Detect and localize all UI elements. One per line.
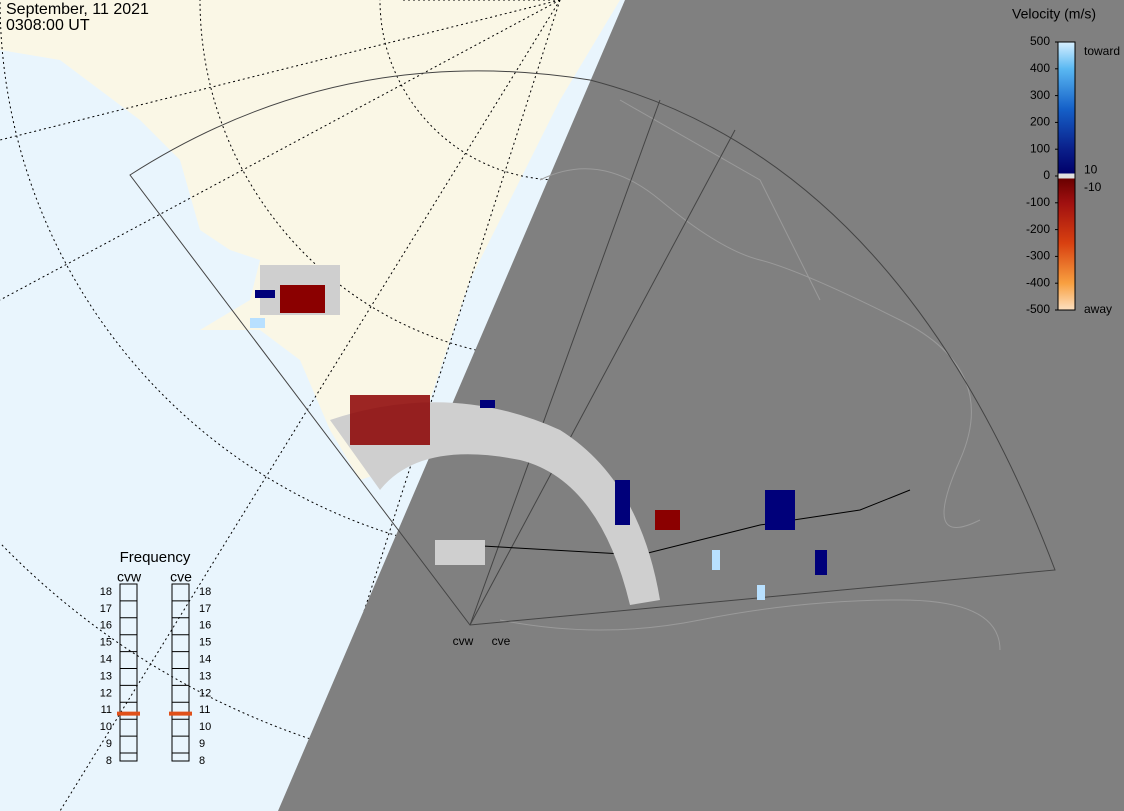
frequency-tick-label: 18 [100,586,112,598]
velocity-tick-label: -400 [1026,275,1050,289]
frequency-tick-label: 11 [199,704,210,716]
frequency-tick-label: 10 [100,721,112,733]
toward-label: toward [1084,44,1120,58]
frequency-tick-label: 15 [199,637,211,649]
frequency-tick-label: 8 [199,755,205,767]
threshold-label: -10 [1084,180,1102,194]
away-label: away [1084,302,1112,316]
velocity-tick-label: -500 [1026,302,1050,316]
velocity-tick-label: 0 [1043,168,1050,182]
frequency-tick-label: 13 [100,670,112,682]
velocity-tick-label: 500 [1030,34,1050,48]
land [0,0,620,480]
frequency-tick-label: 17 [100,603,112,615]
frequency-tick-label: 14 [100,654,112,666]
frequency-title: Frequency [120,549,191,566]
velocity-tick-label: -100 [1026,195,1050,209]
coastlines [499,99,1001,651]
velocity-tick-label: 400 [1030,61,1050,75]
velocity-tick-label: -300 [1026,249,1050,263]
frequency-tick-label: 13 [199,670,211,682]
frequency-tick-label: 12 [100,687,112,699]
radar-site-label: cvw [453,634,474,648]
frequency-tick-label: 17 [199,603,211,615]
velocity-tick-label: 300 [1030,88,1050,102]
field-of-view [129,70,1056,626]
border [464,489,911,556]
date: September, 11 2021 [6,1,149,18]
frequency-tick-label: 11 [101,704,112,716]
frequency-tick-label: 9 [106,738,112,750]
frequency-tick-label: 15 [100,637,112,649]
scatter-cells [250,265,827,605]
velocity-tick-label: 100 [1030,141,1050,155]
radar-column-label: cvw [117,569,142,585]
frequency-tick-label: 16 [199,620,211,632]
radar-column-label: cve [170,569,192,585]
frequency-tick-label: 18 [199,586,211,598]
frequency-tick-label: 16 [100,620,112,632]
velocity-title: Velocity (m/s) [1012,6,1096,22]
velocity-tick-label: -200 [1026,222,1050,236]
frequency-tick-label: 12 [199,687,211,699]
radar-site-label: cve [492,634,511,648]
frequency-tick-label: 14 [199,654,211,666]
threshold-label: 10 [1084,162,1098,176]
frequency-tick-label: 9 [199,738,205,750]
frequency-tick-label: 8 [106,755,112,767]
velocity-tick-label: 200 [1030,115,1050,129]
night-region [278,0,1124,811]
time: 0308:00 UT [6,17,90,34]
frequency-tick-label: 10 [199,721,211,733]
velocity-colorbar [1057,41,1076,311]
